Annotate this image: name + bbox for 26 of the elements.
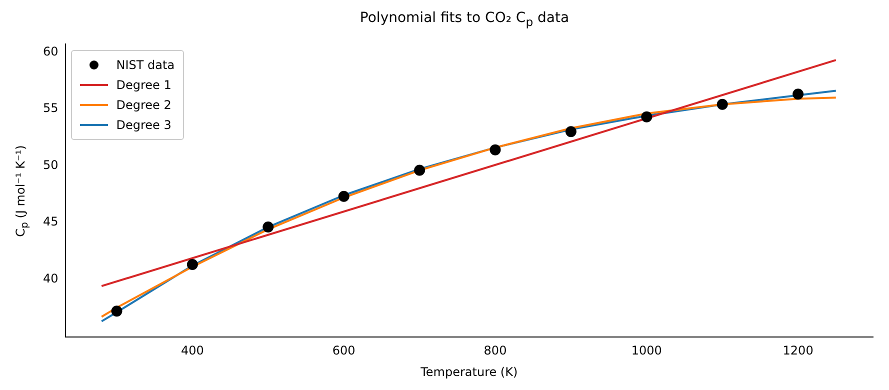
point (490, 144, 501, 156)
point (262, 222, 274, 233)
y-tick-label: 55 (42, 101, 58, 116)
legend-label: Degree 2 (116, 98, 172, 112)
legend-label: NIST data (116, 58, 175, 72)
point (716, 98, 728, 110)
point (186, 259, 198, 270)
point (338, 190, 350, 202)
x-axis-title: Temperature (K) (420, 364, 518, 379)
point (792, 88, 804, 100)
point (111, 306, 122, 317)
point (641, 111, 652, 122)
point (565, 126, 576, 138)
point (414, 164, 426, 176)
y-tick-label: 45 (42, 214, 58, 229)
x-tick-label: 1000 (631, 344, 662, 358)
chart-title: Polynomial fits to CO₂ C$_{p}$ data (358, 10, 570, 29)
x-tick-label: 800 (484, 344, 507, 358)
y-tick-label: 50 (42, 158, 58, 172)
legend-label: Degree 3 (116, 118, 172, 132)
y-tick-label: 40 (42, 271, 58, 286)
legend-label: Degree 1 (116, 78, 172, 92)
x-tick-label: 400 (180, 344, 204, 358)
x-tick-label: 1200 (782, 344, 814, 358)
x-tick-label: 600 (332, 344, 356, 358)
y-tick-label: 60 (42, 44, 58, 58)
